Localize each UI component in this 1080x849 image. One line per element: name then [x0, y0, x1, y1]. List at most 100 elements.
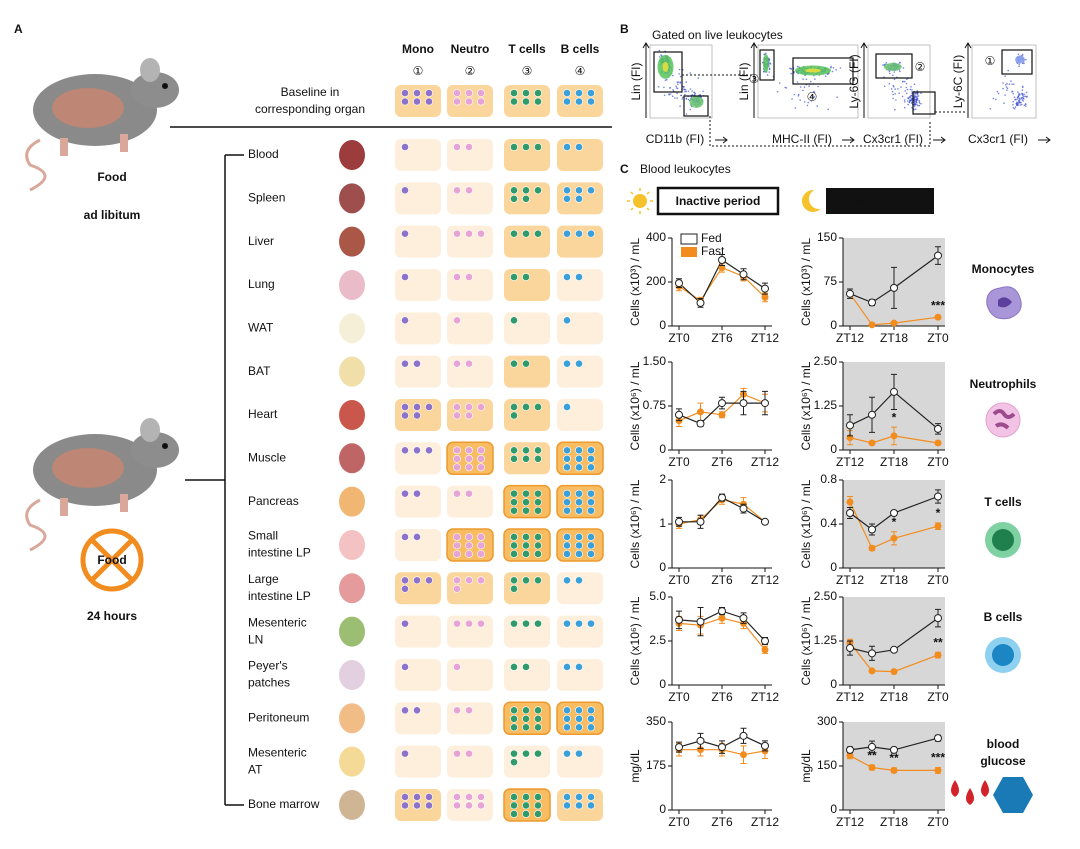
data-point	[868, 525, 876, 534]
cell-dot	[587, 793, 595, 801]
cell-dot	[453, 454, 461, 463]
cell-dot	[465, 454, 473, 463]
cell-dot	[575, 663, 583, 671]
cell-dot	[401, 706, 409, 715]
cell-dot	[575, 506, 583, 515]
flow-event	[916, 90, 919, 92]
condition-label: Food	[97, 170, 126, 184]
data-point	[675, 410, 683, 419]
flow-event	[683, 88, 685, 90]
flow-event	[678, 73, 680, 75]
flow-gate	[792, 57, 854, 85]
cell-dot	[534, 489, 542, 498]
flow-event	[910, 97, 912, 99]
flow-event	[914, 104, 917, 106]
cell-dot	[587, 714, 595, 723]
flow-event	[1023, 95, 1025, 98]
series-line	[849, 495, 939, 531]
cell-dot	[534, 706, 542, 715]
cell-dot	[575, 706, 583, 715]
cell-dot	[575, 229, 583, 238]
cell-dot	[534, 229, 542, 238]
cell-dot	[453, 550, 461, 558]
cell-dot	[413, 706, 421, 715]
flow-event	[839, 67, 842, 69]
flow-event	[906, 88, 909, 91]
cell-dot	[534, 541, 542, 550]
x-tick-label: ZT12	[751, 690, 779, 704]
cell-dot	[413, 89, 421, 97]
cell-dot	[510, 89, 518, 97]
x-tick-label: ZT0	[668, 573, 690, 587]
cell-dot	[510, 97, 518, 106]
data-point	[868, 763, 876, 771]
cell-dot	[401, 793, 409, 801]
organ-tile	[557, 312, 603, 345]
cell-dot	[534, 186, 542, 195]
flow-event	[679, 81, 682, 83]
cell-dot	[534, 576, 542, 585]
cell-dot	[477, 229, 485, 238]
flow-event	[658, 56, 661, 58]
organ-label: Mesenteric	[248, 615, 307, 629]
sun-icon	[627, 188, 653, 214]
cell-dot	[453, 749, 461, 758]
axis-arrow	[715, 136, 728, 144]
flow-event	[806, 104, 809, 107]
cell-dot	[510, 186, 518, 195]
organ-label: LN	[248, 632, 263, 646]
cell-dot	[453, 533, 461, 541]
cell-dot	[534, 446, 542, 455]
flow-event	[681, 98, 683, 100]
flow-event	[1025, 58, 1027, 61]
cell-dot	[453, 706, 461, 715]
neutrophil-icon	[985, 402, 1021, 438]
cell-dot	[563, 454, 571, 463]
cell-dot	[563, 576, 571, 585]
series-line	[849, 255, 939, 304]
column-number: ①	[413, 64, 424, 78]
cell-dot	[510, 749, 518, 758]
flow-event	[1021, 85, 1024, 88]
flow-event	[779, 82, 781, 84]
data-point	[718, 256, 726, 264]
cell-dot	[534, 810, 542, 818]
cell-dot	[587, 454, 595, 463]
flow-event	[684, 88, 687, 91]
flow-x-label: CD11b (FI)	[646, 132, 704, 146]
cell-dot	[575, 723, 583, 732]
cell-dot	[413, 403, 421, 411]
cell-dot	[453, 411, 461, 420]
data-point	[718, 607, 726, 616]
cell-dot	[587, 723, 595, 732]
y-tick-label: 0	[659, 318, 666, 332]
cell-type-label: blood	[987, 737, 1020, 751]
cell-type-label: Neutrophils	[970, 377, 1037, 391]
y-tick-label: 5.0	[649, 589, 666, 603]
data-point	[718, 493, 726, 502]
flow-event	[1023, 104, 1026, 107]
cell-dot	[587, 446, 595, 455]
cell-dot	[575, 619, 583, 628]
cell-dot	[534, 506, 542, 515]
flow-event	[672, 74, 674, 77]
flow-event	[1017, 91, 1019, 93]
period-label: Inactive period	[676, 194, 761, 208]
organ-tile	[395, 268, 441, 301]
cell-dot	[563, 619, 571, 628]
data-point	[761, 399, 769, 408]
cell-dot	[522, 229, 530, 238]
data-point	[675, 279, 683, 288]
cell-dot	[522, 506, 530, 515]
cell-dot	[465, 446, 473, 455]
flow-density	[883, 62, 902, 71]
data-point	[890, 509, 898, 517]
cell-dot	[510, 454, 518, 463]
cell-dot	[563, 533, 571, 541]
flow-event	[810, 80, 812, 83]
cell-dot	[563, 723, 571, 732]
series-line	[849, 293, 939, 326]
flow-event	[799, 86, 802, 88]
column-header: B cells	[561, 42, 600, 56]
cell-dot	[401, 89, 409, 97]
